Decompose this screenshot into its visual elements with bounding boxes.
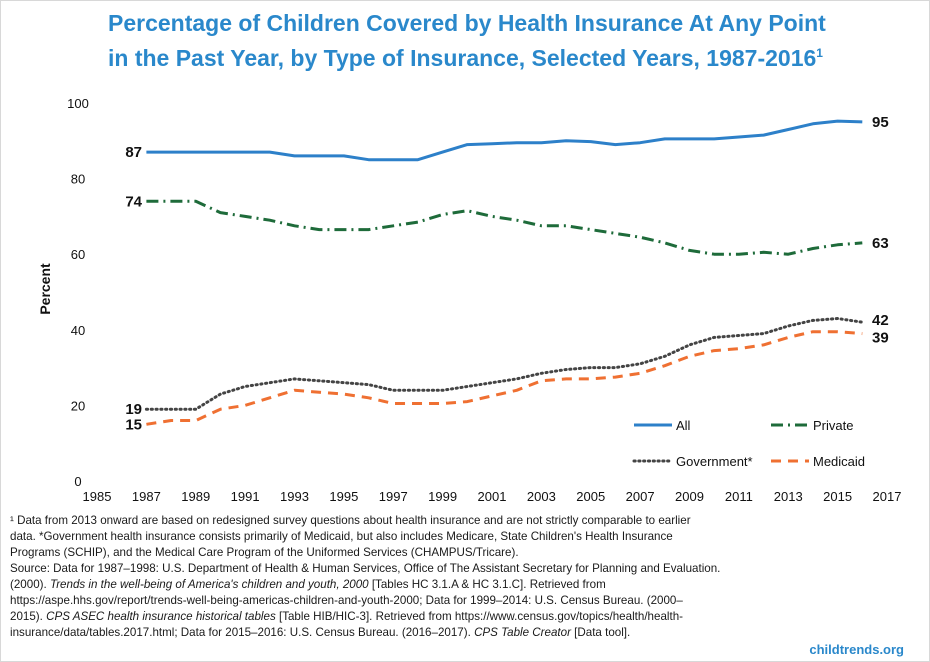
- x-tick-label: 1993: [280, 489, 309, 504]
- series-start-label: 19: [125, 401, 142, 418]
- x-tick-label: 1999: [428, 489, 457, 504]
- x-tick-label: 1987: [132, 489, 161, 504]
- source-text: [Data tool].: [570, 626, 631, 639]
- x-tick-label: 1995: [329, 489, 358, 504]
- source-text: (2000).: [10, 578, 50, 591]
- x-tick-label: 1985: [83, 489, 112, 504]
- series-end-label: 63: [872, 235, 889, 252]
- legend: All Private Government* Medicaid: [632, 418, 865, 469]
- series-layer: 87 95 74 63 19 42 15 39: [125, 114, 888, 433]
- source-line: Source: Data for 1987–1998: U.S. Departm…: [10, 562, 721, 575]
- credit-link[interactable]: childtrends.org: [809, 642, 904, 657]
- legend-label: All: [676, 418, 691, 433]
- y-tick-label: 20: [71, 398, 85, 413]
- source-line: 2015). CPS ASEC health insurance histori…: [10, 609, 915, 625]
- x-tick-label: 1997: [379, 489, 408, 504]
- y-tick-label: 80: [71, 172, 85, 187]
- footnotes: ¹ Data from 2013 onward are based on red…: [10, 513, 915, 641]
- x-axis: 1985 1987 1989 1991 1993 1995 1997 1999 2001 2003…: [83, 489, 902, 504]
- series-start-label: 74: [125, 193, 142, 210]
- series-end-label: 39: [872, 330, 889, 347]
- source-line: (2000). Trends in the well-being of Amer…: [10, 577, 915, 593]
- series-start-label: 15: [125, 416, 142, 433]
- x-tick-label: 1989: [181, 489, 210, 504]
- x-tick-label: 2017: [873, 489, 902, 504]
- source-text: insurance/data/tables.2017.html; Data fo…: [10, 626, 475, 639]
- x-tick-label: 2011: [725, 489, 753, 504]
- x-tick-label: 2007: [626, 489, 655, 504]
- source-line: https://aspe.hhs.gov/report/trends-well-…: [10, 594, 683, 607]
- footnote-line: ¹ Data from 2013 onward are based on red…: [10, 514, 691, 527]
- series-start-label: 87: [125, 144, 142, 161]
- chart-title-text: Percentage of Children Covered by Health…: [108, 10, 826, 71]
- source-line: insurance/data/tables.2017.html; Data fo…: [10, 625, 915, 641]
- y-tick-label: 60: [71, 247, 85, 262]
- series-end-label: 42: [872, 312, 889, 329]
- x-tick-label: 2013: [774, 489, 803, 504]
- series-line-private: [146, 199, 863, 256]
- x-tick-label: 2015: [823, 489, 852, 504]
- series-line-all: [146, 119, 863, 162]
- source-title: CPS Table Creator: [474, 626, 571, 639]
- series-end-label: 95: [872, 114, 889, 131]
- series-line-government: [144, 317, 864, 411]
- x-tick-label: 2001: [478, 489, 507, 504]
- x-tick-label: 2005: [576, 489, 605, 504]
- x-tick-label: 1991: [231, 489, 260, 504]
- x-tick-label: 2003: [527, 489, 556, 504]
- footnote-line: Programs (SCHIP), and the Medical Care P…: [10, 546, 519, 559]
- y-tick-label: 40: [71, 323, 85, 338]
- legend-label: Government*: [676, 454, 753, 469]
- chart-title: Percentage of Children Covered by Health…: [108, 8, 848, 73]
- source-title: CPS ASEC health insurance historical tab…: [46, 610, 276, 623]
- y-axis-label: Percent: [37, 263, 53, 315]
- legend-label: Private: [813, 418, 853, 433]
- source-text: [Table HIB/HIC-3]. Retrieved from https:…: [275, 610, 683, 623]
- source-text: [Tables HC 3.1.A & HC 3.1.C]. Retrieved …: [368, 578, 606, 591]
- source-title: Trends in the well-being of America's ch…: [49, 578, 369, 591]
- footnote-line: data. *Government health insurance consi…: [10, 530, 673, 543]
- title-footnote-marker: 1: [816, 46, 823, 60]
- y-tick-label: 100: [67, 96, 89, 111]
- y-axis: 0 20 40 60 80 100: [67, 96, 89, 489]
- series-line-medicaid: [146, 330, 863, 426]
- y-tick-label: 0: [74, 474, 81, 489]
- legend-label: Medicaid: [813, 454, 865, 469]
- source-text: 2015).: [10, 610, 47, 623]
- x-tick-label: 2009: [675, 489, 704, 504]
